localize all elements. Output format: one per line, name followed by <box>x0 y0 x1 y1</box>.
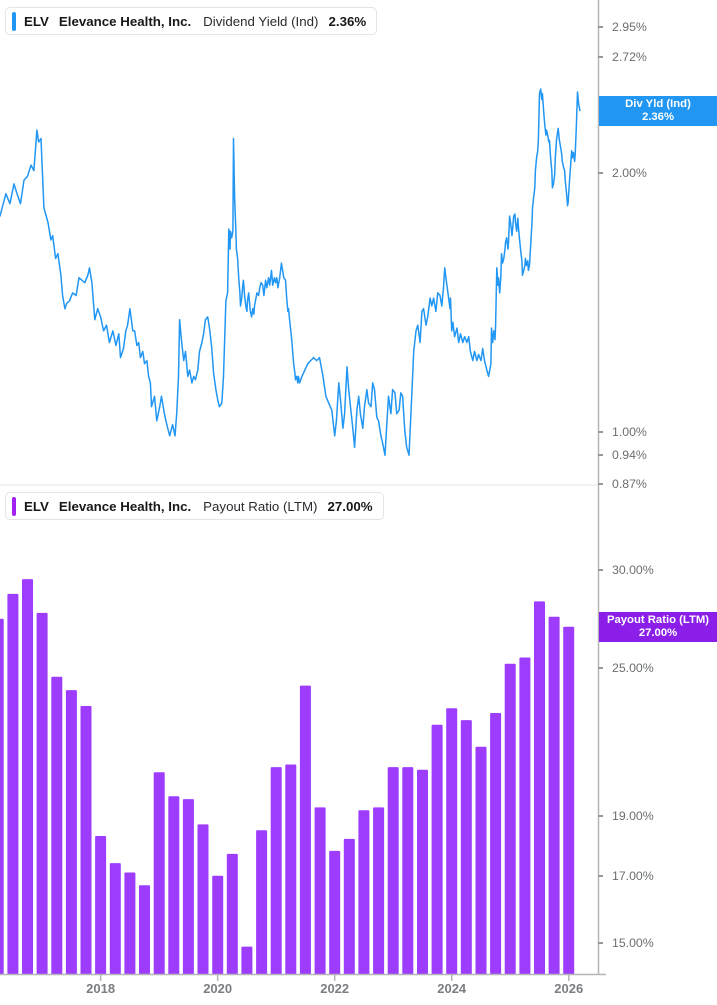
x-axis-year-label: 2024 <box>437 981 467 996</box>
payout-ratio-bar[interactable] <box>95 836 107 975</box>
y-axis-tick <box>598 431 603 433</box>
payout-ratio-bar[interactable] <box>168 796 180 975</box>
payout-ratio-bar[interactable] <box>417 769 428 975</box>
dividend-yield-header: ELV Elevance Health, Inc. Dividend Yield… <box>5 7 378 35</box>
y-axis-label: 2.95% <box>612 20 647 34</box>
payout-ratio-bar[interactable] <box>153 772 165 975</box>
dividend-yield-color-bar <box>12 11 16 31</box>
company-name: Elevance Health, Inc. <box>58 498 192 514</box>
y-axis-tick <box>598 26 603 28</box>
x-axis-year-label: 2026 <box>554 981 584 996</box>
payout-ratio-bar[interactable] <box>256 830 268 975</box>
axis-badge-series-label: Payout Ratio (LTM) <box>606 614 710 627</box>
payout-ratio-bar[interactable] <box>109 863 121 975</box>
payout-ratio-bar[interactable] <box>241 946 253 975</box>
y-axis-label: 2.72% <box>612 50 647 65</box>
y-axis-label: 17.00% <box>612 868 654 883</box>
ticker-symbol: ELV <box>24 498 49 514</box>
x-axis-year-label: 2018 <box>86 981 116 996</box>
payout-ratio-bar[interactable] <box>139 885 150 975</box>
y-axis-label: 19.00% <box>612 808 654 823</box>
payout-ratio-bar[interactable] <box>519 657 531 975</box>
payout-ratio-bar[interactable] <box>51 676 63 975</box>
y-axis-label: 25.00% <box>612 661 654 676</box>
payout-ratio-header: ELV Elevance Health, Inc. Payout Ratio (… <box>5 492 384 520</box>
y-axis-tick <box>598 814 603 817</box>
payout-ratio-bar[interactable] <box>7 593 19 975</box>
y-axis-tick <box>598 569 603 572</box>
y-axis-tick <box>598 483 603 486</box>
dividend-yield-axis-badge: Div Yld (Ind) 2.36% <box>599 96 717 127</box>
x-axis-year-label: 2022 <box>320 981 350 996</box>
payout-ratio-bar[interactable] <box>36 612 48 975</box>
axis-badge-value: 27.00% <box>638 627 678 640</box>
metric-name: Payout Ratio (LTM) <box>203 498 318 514</box>
payout-ratio-bar[interactable] <box>387 767 399 975</box>
payout-ratio-color-bar <box>12 496 16 516</box>
payout-ratio-bar[interactable] <box>212 875 224 975</box>
dividend-yield-line[interactable] <box>0 88 581 456</box>
payout-ratio-bar[interactable] <box>0 618 4 975</box>
payout-ratio-bar[interactable] <box>285 764 297 975</box>
payout-ratio-bar[interactable] <box>124 872 136 975</box>
payout-ratio-bar[interactable] <box>80 706 92 975</box>
axis-badge-series-label: Div Yld (Ind) <box>625 98 691 111</box>
payout-ratio-bar[interactable] <box>504 663 516 975</box>
y-axis-label: 15.00% <box>612 936 654 950</box>
payout-ratio-bar[interactable] <box>475 746 487 975</box>
y-axis-tick <box>598 454 603 457</box>
payout-ratio-bar[interactable] <box>490 713 502 975</box>
company-name: Elevance Health, Inc. <box>58 13 192 29</box>
y-axis-label: 30.00% <box>612 563 654 578</box>
payout-ratio-bar[interactable] <box>329 850 341 975</box>
y-axis-tick <box>598 874 603 877</box>
payout-ratio-bar[interactable] <box>446 708 458 975</box>
payout-ratio-bar[interactable] <box>460 720 472 975</box>
payout-ratio-bar[interactable] <box>402 767 414 975</box>
y-axis-tick <box>598 56 603 59</box>
y-axis-label: 2.00% <box>612 165 647 180</box>
payout-ratio-bar[interactable] <box>358 810 370 975</box>
payout-ratio-bar[interactable] <box>373 807 385 975</box>
payout-ratio-bar[interactable] <box>197 824 209 975</box>
payout-ratio-axis-badge: Payout Ratio (LTM) 27.00% <box>599 612 717 643</box>
payout-ratio-bar[interactable] <box>182 799 194 975</box>
y-axis-tick <box>598 667 603 670</box>
payout-ratio-bar[interactable] <box>65 690 77 975</box>
payout-ratio-bar[interactable] <box>226 853 238 975</box>
ticker-symbol: ELV <box>24 13 49 29</box>
y-axis-tick <box>598 942 603 944</box>
payout-ratio-bar[interactable] <box>343 838 355 975</box>
payout-ratio-bar[interactable] <box>270 767 282 975</box>
y-axis-label: 1.00% <box>612 425 647 439</box>
x-axis-year-label: 2020 <box>203 981 233 996</box>
payout-ratio-bar[interactable] <box>563 626 575 975</box>
metric-name: Dividend Yield (Ind) <box>203 13 319 29</box>
y-axis-tick <box>598 171 603 174</box>
metric-value: 27.00% <box>327 498 373 514</box>
payout-ratio-bar[interactable] <box>314 807 326 975</box>
y-axis-label: 0.87% <box>612 477 647 492</box>
payout-ratio-bar[interactable] <box>431 724 443 975</box>
payout-ratio-bar[interactable] <box>299 685 311 975</box>
metric-value: 2.36% <box>328 13 367 29</box>
payout-ratio-bar[interactable] <box>22 579 33 975</box>
axis-badge-value: 2.36% <box>641 111 675 124</box>
payout-ratio-bar[interactable] <box>534 601 545 975</box>
payout-ratio-bar[interactable] <box>548 616 560 975</box>
y-axis-label: 0.94% <box>612 448 647 463</box>
